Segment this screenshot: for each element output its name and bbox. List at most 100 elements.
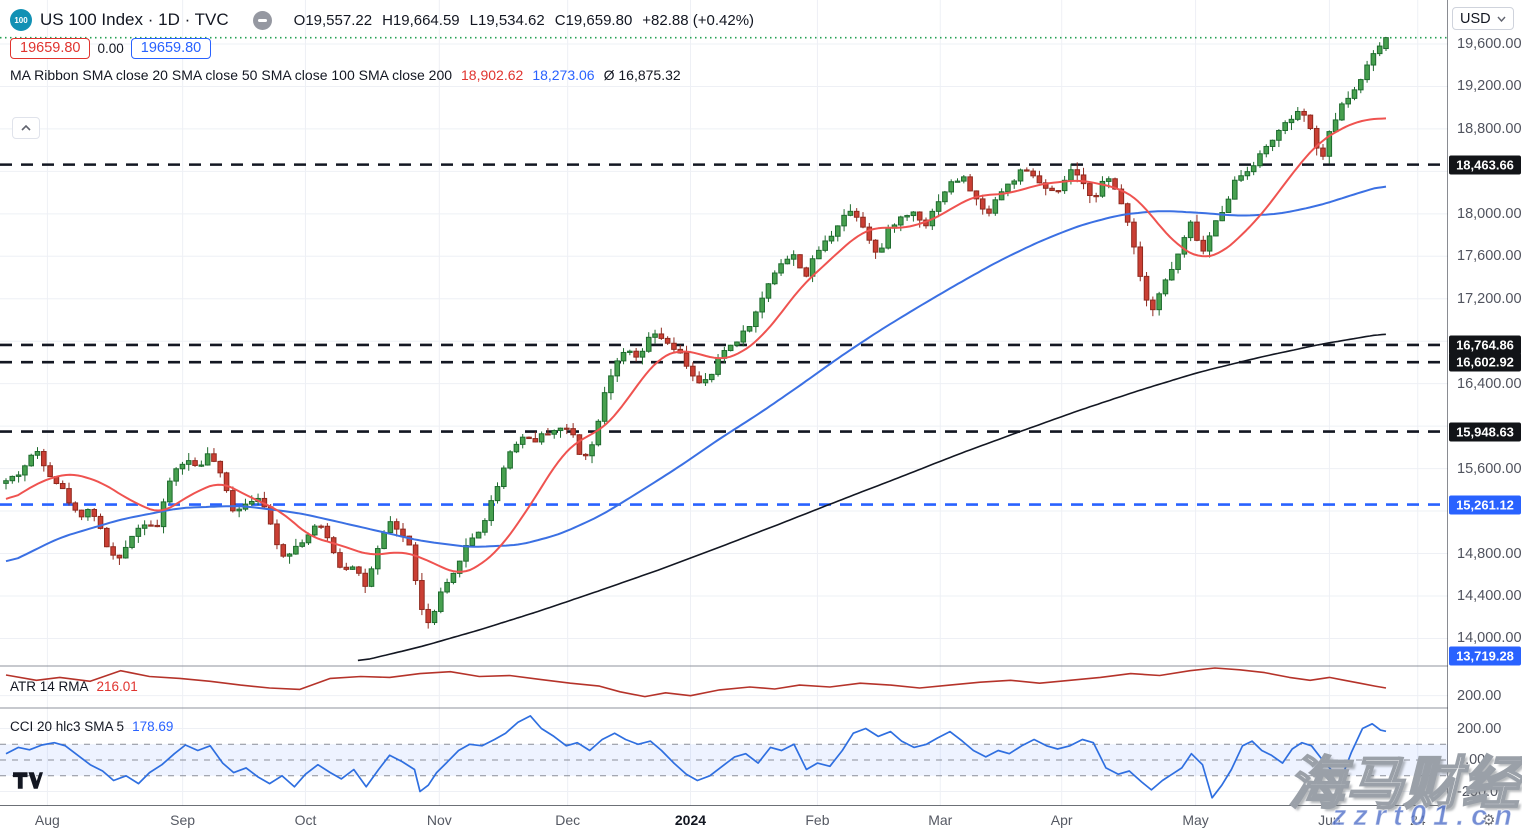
candle-down — [1137, 246, 1144, 277]
price-tick: 15,600.00 — [1457, 460, 1522, 477]
ohlc-values: O19,557.22 H19,664.59 L19,534.62 C19,659… — [294, 12, 754, 29]
time-axis-label[interactable]: 2024 — [674, 812, 707, 828]
price-level-badge: 16,602.92 — [1449, 352, 1521, 372]
candle-up — [463, 544, 469, 562]
market-status-icon[interactable] — [252, 10, 272, 30]
candle-up — [15, 474, 22, 477]
candle-up — [942, 191, 948, 203]
candle-up — [167, 480, 173, 503]
currency-value: USD — [1460, 10, 1491, 27]
candle-up — [381, 532, 387, 550]
currency-dropdown[interactable]: USD — [1452, 7, 1514, 30]
price-tick: 14,400.00 — [1457, 587, 1522, 604]
candle-up — [122, 546, 129, 559]
symbol-title[interactable]: US 100 Index · 1D · TVC — [40, 10, 229, 29]
axis-settings-gear-icon[interactable]: ⚙ — [1482, 812, 1496, 829]
candle-up — [551, 430, 558, 435]
candle-up — [1156, 293, 1162, 311]
candle-up — [28, 454, 35, 467]
candle-down — [973, 190, 980, 200]
candle-up — [437, 591, 444, 612]
candle-up — [513, 443, 520, 453]
atr-tick: 200.00 — [1457, 687, 1502, 704]
candle-up — [34, 451, 41, 456]
candle-down — [1112, 178, 1118, 190]
candle-up — [85, 509, 91, 518]
candle-up — [1219, 212, 1225, 222]
collapse-legend-button[interactable] — [12, 117, 40, 139]
cci-legend[interactable]: CCI 20 hlc3 SMA 5 178.69 — [10, 719, 173, 734]
close-value: C19,659.80 — [554, 11, 633, 29]
price-tick: 14,800.00 — [1457, 545, 1522, 562]
atr-value: 216.01 — [96, 679, 138, 694]
candle-up — [910, 211, 917, 217]
candles-layer — [3, 37, 1389, 629]
candle-down — [47, 465, 53, 478]
time-axis[interactable]: Aug Sep Oct Nov Dec 2024 Feb Mar Apr May Jun 24 ⚙ — [0, 806, 1522, 835]
candle-up — [9, 475, 16, 482]
candle-down — [425, 608, 431, 624]
candle-up — [1257, 153, 1263, 167]
ma-ribbon-legend[interactable]: MA Ribbon SMA close 20 SMA close 50 SMA … — [10, 67, 681, 83]
time-axis-label[interactable]: Apr — [1050, 812, 1073, 828]
time-axis-label[interactable]: Nov — [426, 812, 452, 828]
candle-up — [589, 444, 595, 457]
time-axis-label[interactable]: Dec — [555, 812, 581, 828]
candle-up — [1351, 89, 1358, 99]
candle-down — [343, 566, 350, 570]
candle-down — [356, 566, 362, 574]
time-axis-label[interactable]: Sep — [170, 812, 196, 828]
candle-up — [519, 436, 526, 445]
time-axis-label[interactable]: May — [1182, 812, 1209, 828]
time-axis-label[interactable]: Oct — [294, 812, 317, 828]
candle-down — [330, 537, 337, 554]
candle-down — [78, 509, 85, 518]
time-axis-label[interactable]: Feb — [805, 812, 830, 828]
price-tick: 18,000.00 — [1457, 205, 1522, 222]
candle-up — [847, 210, 854, 216]
price-tick: 18,800.00 — [1457, 120, 1522, 137]
tradingview-logo-icon[interactable] — [13, 772, 43, 794]
change-value: +82.88 (+0.42%) — [642, 11, 755, 29]
low-value: L19,534.62 — [469, 11, 545, 29]
candle-down — [1118, 188, 1125, 205]
candle-up — [904, 215, 910, 218]
candle-up — [431, 610, 438, 624]
cci-line — [5, 715, 1387, 799]
sma200-line — [357, 333, 1386, 662]
candle-down — [1150, 299, 1156, 311]
candle-down — [116, 554, 123, 559]
candle-up — [173, 468, 179, 482]
cci-label: CCI 20 hlc3 SMA 5 — [10, 719, 125, 734]
candle-down — [853, 210, 860, 218]
candle-up — [645, 336, 652, 352]
time-axis-label[interactable]: Jun — [1318, 812, 1341, 828]
price-axis[interactable]: USD 19,600.00 19,200.00 18,800.00 18,000.00… — [1448, 0, 1522, 806]
candle-down — [866, 226, 873, 241]
sell-price-button[interactable]: 19659.80 — [10, 37, 91, 59]
atr-legend[interactable]: ATR 14 RMA 216.01 — [10, 679, 138, 694]
candle-up — [601, 392, 608, 422]
candle-down — [1074, 169, 1081, 176]
candle-up — [1011, 180, 1018, 185]
time-axis-label[interactable]: Mar — [928, 812, 953, 828]
candle-up — [135, 527, 142, 537]
chart-header: 100 US 100 Index · 1D · TVC O19,557.22 H… — [10, 8, 754, 32]
time-axis-label[interactable]: Aug — [34, 812, 60, 828]
candle-down — [671, 342, 677, 350]
candle-down — [91, 509, 98, 517]
candle-up — [1332, 119, 1339, 133]
time-axis-label[interactable]: 24 — [1409, 812, 1426, 828]
candle-up — [475, 531, 482, 539]
candle-down — [1307, 114, 1314, 129]
candle-down — [526, 436, 532, 440]
candle-up — [620, 351, 627, 362]
candle-up — [22, 465, 28, 476]
candle-up — [236, 508, 242, 512]
buy-price-button[interactable]: 19659.80 — [130, 37, 212, 59]
candle-up — [1294, 110, 1301, 120]
candle-up — [469, 537, 476, 546]
candle-down — [664, 337, 671, 344]
candle-up — [1282, 122, 1288, 131]
